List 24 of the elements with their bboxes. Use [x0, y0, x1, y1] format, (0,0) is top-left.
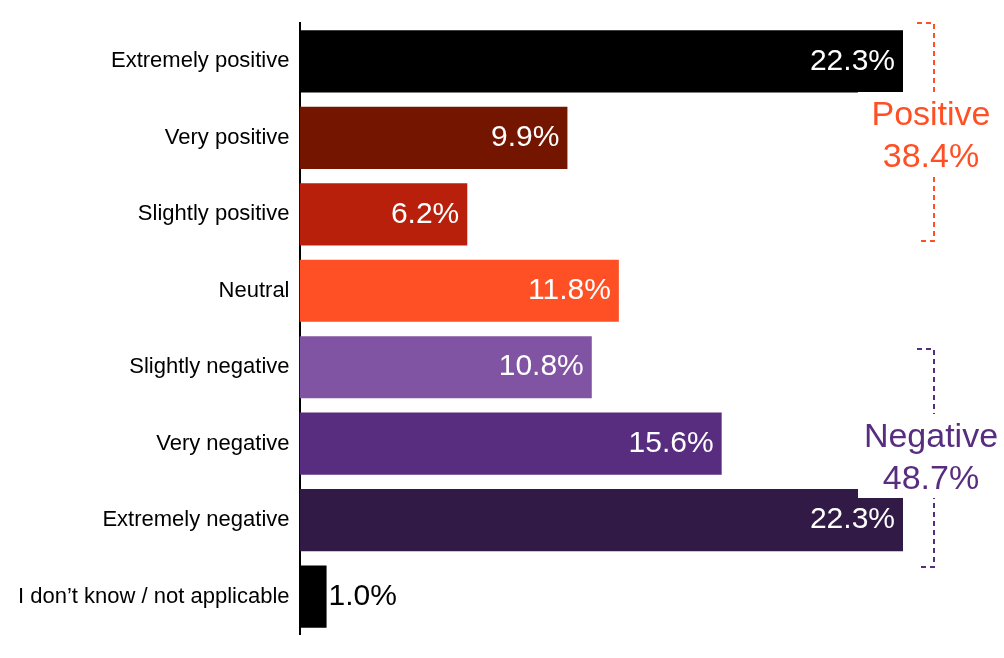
data-label: 22.3%	[809, 42, 895, 76]
data-label: 6.2%	[390, 195, 460, 229]
annotation: Negative 48.7%	[858, 414, 1004, 498]
data-label: 10.8%	[498, 348, 584, 382]
bar	[299, 412, 722, 475]
bar	[299, 106, 568, 169]
bar	[299, 259, 619, 322]
bar	[299, 336, 592, 399]
data-label: 1.0%	[328, 577, 397, 611]
y-tick-label: I don’t know / not applicable	[17, 582, 290, 608]
data-label: 22.3%	[809, 501, 895, 535]
y-tick-label: Slightly positive	[137, 200, 290, 226]
bar	[299, 489, 903, 552]
annotation: Positive 38.4%	[858, 92, 1004, 176]
y-tick-label: Neutral	[218, 276, 290, 302]
y-tick-label: Slightly negative	[129, 353, 290, 379]
y-tick-label: Extremely negative	[102, 506, 290, 532]
data-label: 15.6%	[628, 424, 714, 458]
y-tick-label: Very positive	[164, 123, 290, 149]
y-tick-label: Very negative	[156, 429, 290, 455]
y-tick-label: Extremely positive	[110, 47, 290, 73]
bar	[299, 183, 468, 246]
data-label: 11.8%	[528, 272, 611, 306]
data-label: 9.9%	[491, 119, 560, 153]
